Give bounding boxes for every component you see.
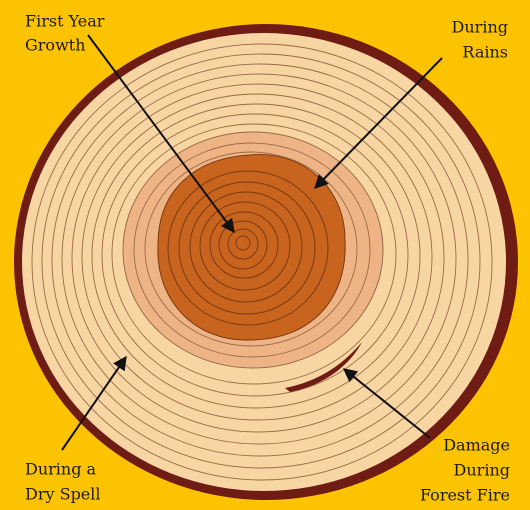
label: Rains (462, 43, 508, 62)
tree-ring-diagram: First Year Growth During Rains During a … (0, 0, 530, 510)
label: Forest Fire (420, 486, 510, 505)
label: First Year (25, 12, 105, 31)
label: Dry Spell (25, 485, 101, 504)
label: During (452, 18, 508, 37)
trunk (14, 24, 518, 500)
label: During a (25, 460, 97, 479)
label: Growth (25, 36, 86, 55)
label: During (454, 461, 510, 480)
label: Damage (443, 436, 510, 455)
